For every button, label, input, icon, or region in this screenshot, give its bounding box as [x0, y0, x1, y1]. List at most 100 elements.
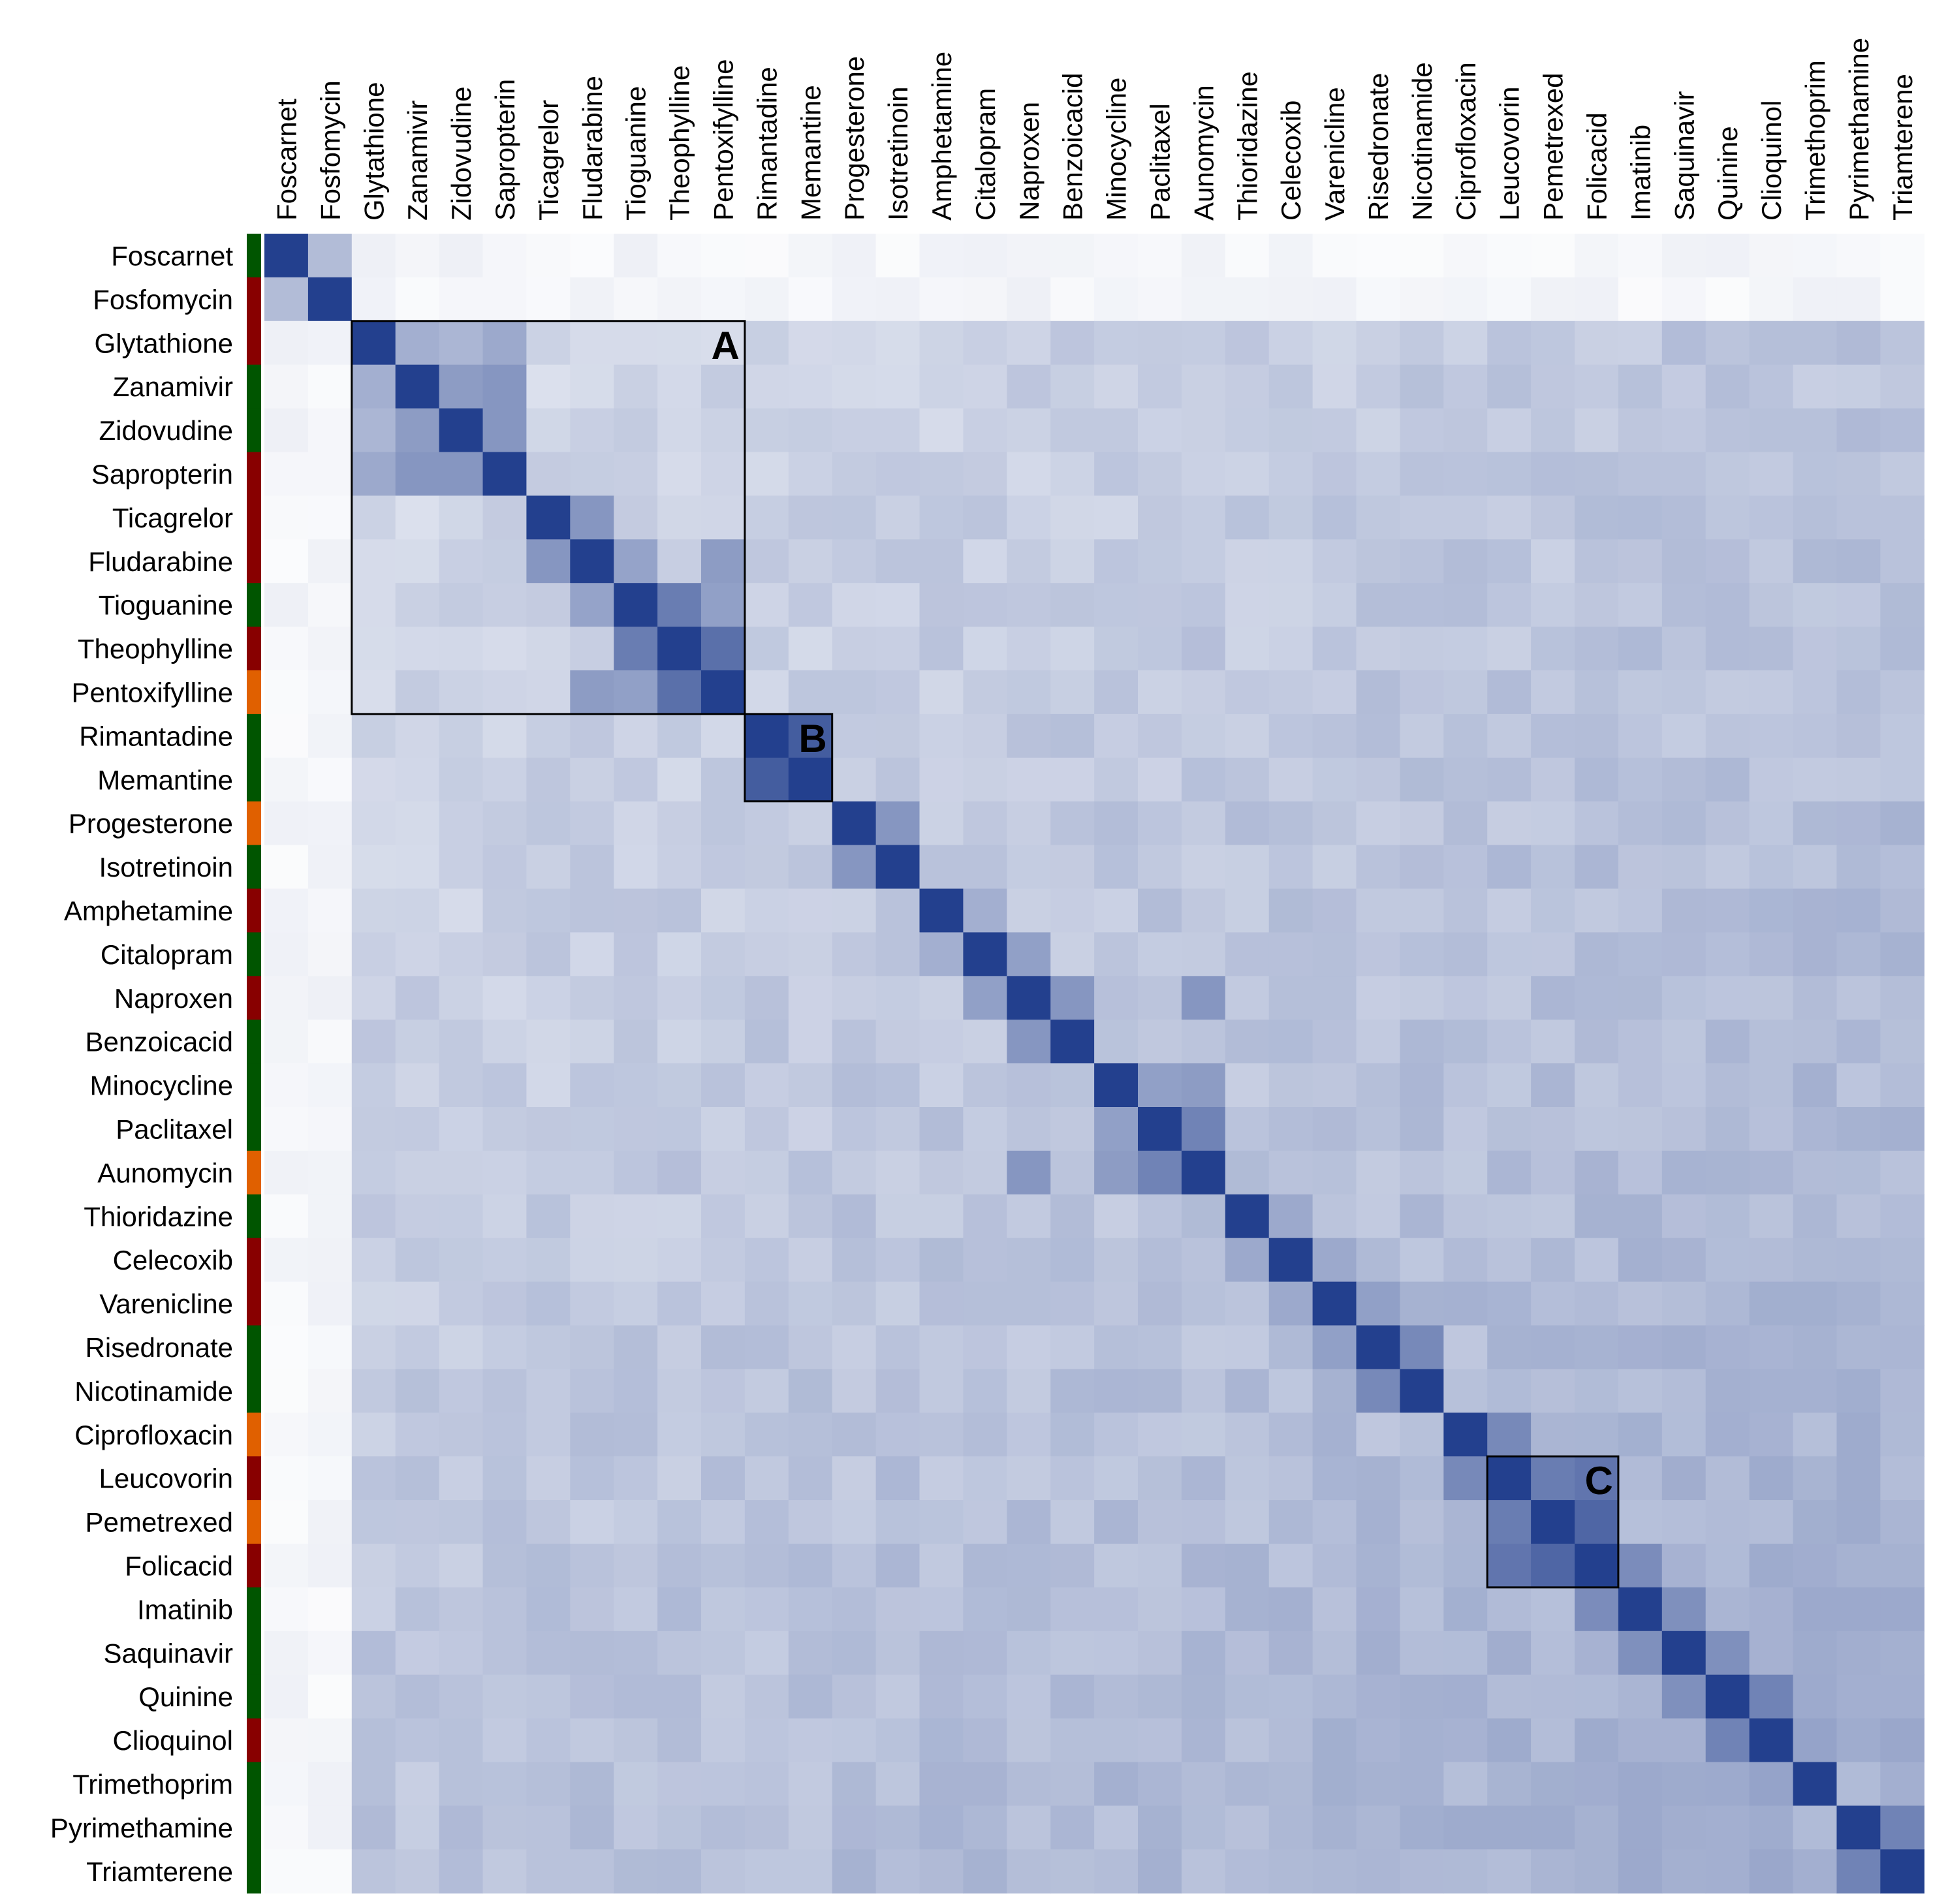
heatmap-cell: [1531, 1063, 1575, 1108]
heatmap-cell: [832, 234, 877, 278]
heatmap-cell: [1705, 1456, 1750, 1501]
heatmap-cell: [919, 976, 964, 1020]
heatmap-cell: [1836, 1805, 1881, 1850]
heatmap-cell: [439, 1631, 484, 1676]
heatmap-cell: [264, 1412, 309, 1457]
heatmap-cell: [482, 1762, 527, 1806]
heatmap-cell: [1661, 277, 1706, 322]
heatmap-cell: [614, 1281, 658, 1326]
heatmap-cell: [1880, 1063, 1925, 1108]
heatmap-cell: [1356, 1194, 1400, 1239]
heatmap-cell: [1661, 713, 1706, 758]
heatmap-cell: [1705, 452, 1750, 496]
heatmap-cell: [1443, 1805, 1488, 1850]
column-label: Ticagrelor: [533, 100, 564, 221]
heatmap-cell: [1400, 932, 1444, 976]
heatmap-cell: [1443, 234, 1488, 278]
heatmap-cell: [570, 1063, 614, 1108]
heatmap-cell: [1443, 1544, 1488, 1588]
heatmap-cell: [1268, 1369, 1313, 1413]
heatmap-cell: [1618, 277, 1663, 322]
heatmap-cell: [351, 888, 396, 933]
heatmap-cell: [919, 1762, 964, 1806]
heatmap-cell: [1531, 452, 1575, 496]
category-swatch: [247, 1412, 261, 1457]
heatmap-cell: [788, 234, 833, 278]
heatmap-cell: [1618, 1194, 1663, 1239]
heatmap-cell: [351, 1150, 396, 1195]
heatmap-cell: [1356, 1107, 1400, 1151]
heatmap-cell: [744, 277, 789, 322]
heatmap-cell: [482, 495, 527, 540]
heatmap-cell: [307, 1544, 353, 1588]
heatmap-cell: [1443, 845, 1488, 890]
category-swatch: [247, 1849, 261, 1894]
heatmap-cell: [1749, 320, 1794, 366]
heatmap-cell: [1793, 1150, 1837, 1195]
heatmap-cell: [307, 757, 353, 802]
category-swatch: [247, 976, 261, 1020]
heatmap-cell: [1181, 1020, 1226, 1064]
heatmap-cell: [264, 1020, 309, 1064]
heatmap-cell: [439, 888, 484, 933]
heatmap-cell: [1268, 627, 1313, 671]
heatmap-cell: [1268, 1762, 1313, 1806]
heatmap-cell: [1050, 1194, 1095, 1239]
heatmap-cell: [1181, 364, 1226, 409]
heatmap-cell: [614, 583, 658, 627]
heatmap-cell: [439, 1762, 484, 1806]
heatmap-cell: [264, 757, 309, 802]
heatmap-cell: [1094, 1456, 1139, 1501]
heatmap-cell: [439, 1325, 484, 1369]
heatmap-cell: [1050, 1150, 1095, 1195]
heatmap-cell: [1312, 932, 1357, 976]
heatmap-cell: [1268, 364, 1313, 409]
heatmap-cell: [1094, 1762, 1139, 1806]
category-swatch: [247, 495, 261, 540]
heatmap-cell: [614, 495, 658, 540]
heatmap-cell: [1050, 364, 1095, 409]
heatmap-cell: [526, 539, 571, 584]
category-swatch: [247, 1107, 261, 1151]
heatmap-cell: [1487, 1020, 1532, 1064]
heatmap-cell: [963, 277, 1007, 322]
heatmap-cell: [1618, 1805, 1663, 1850]
heatmap-cell: [875, 1020, 920, 1064]
heatmap-cell: [614, 845, 658, 890]
heatmap-cell: [482, 408, 527, 453]
heatmap-cell: [1225, 364, 1270, 409]
heatmap-cell: [1749, 627, 1794, 671]
heatmap-cell: [307, 1631, 353, 1676]
heatmap-cell: [1181, 1281, 1226, 1326]
heatmap-cell: [1007, 364, 1051, 409]
heatmap-cell: [1138, 888, 1182, 933]
heatmap-cell: [875, 1718, 920, 1763]
heatmap-cell: [439, 1369, 484, 1413]
heatmap-cell: [1094, 888, 1139, 933]
heatmap-cell: [1836, 1369, 1881, 1413]
heatmap-cell: [1138, 583, 1182, 627]
heatmap-cell: [875, 757, 920, 802]
heatmap-cell: [482, 1456, 527, 1501]
heatmap-cell: [1007, 1849, 1051, 1894]
heatmap-cell: [657, 408, 702, 453]
cluster-blocks: ABC: [351, 320, 1620, 1589]
heatmap-cell: [1268, 1281, 1313, 1326]
heatmap-cell: [1181, 1674, 1226, 1719]
heatmap-cell: [701, 1500, 746, 1544]
heatmap-cell: [526, 320, 571, 366]
heatmap-cell: [482, 1063, 527, 1108]
heatmap-cell: [526, 1718, 571, 1763]
category-swatch: [247, 1194, 261, 1239]
heatmap-cell: [1575, 932, 1619, 976]
heatmap-cell: [1094, 1718, 1139, 1763]
heatmap-cell: [1007, 1194, 1051, 1239]
heatmap-cell: [1531, 888, 1575, 933]
heatmap-cell: [1749, 888, 1794, 933]
heatmap-cell: [1487, 364, 1532, 409]
heatmap-cell: [1400, 670, 1444, 715]
heatmap-cell: [264, 320, 309, 366]
heatmap-cell: [701, 364, 746, 409]
heatmap-cell: [307, 364, 353, 409]
heatmap-cell: [875, 452, 920, 496]
